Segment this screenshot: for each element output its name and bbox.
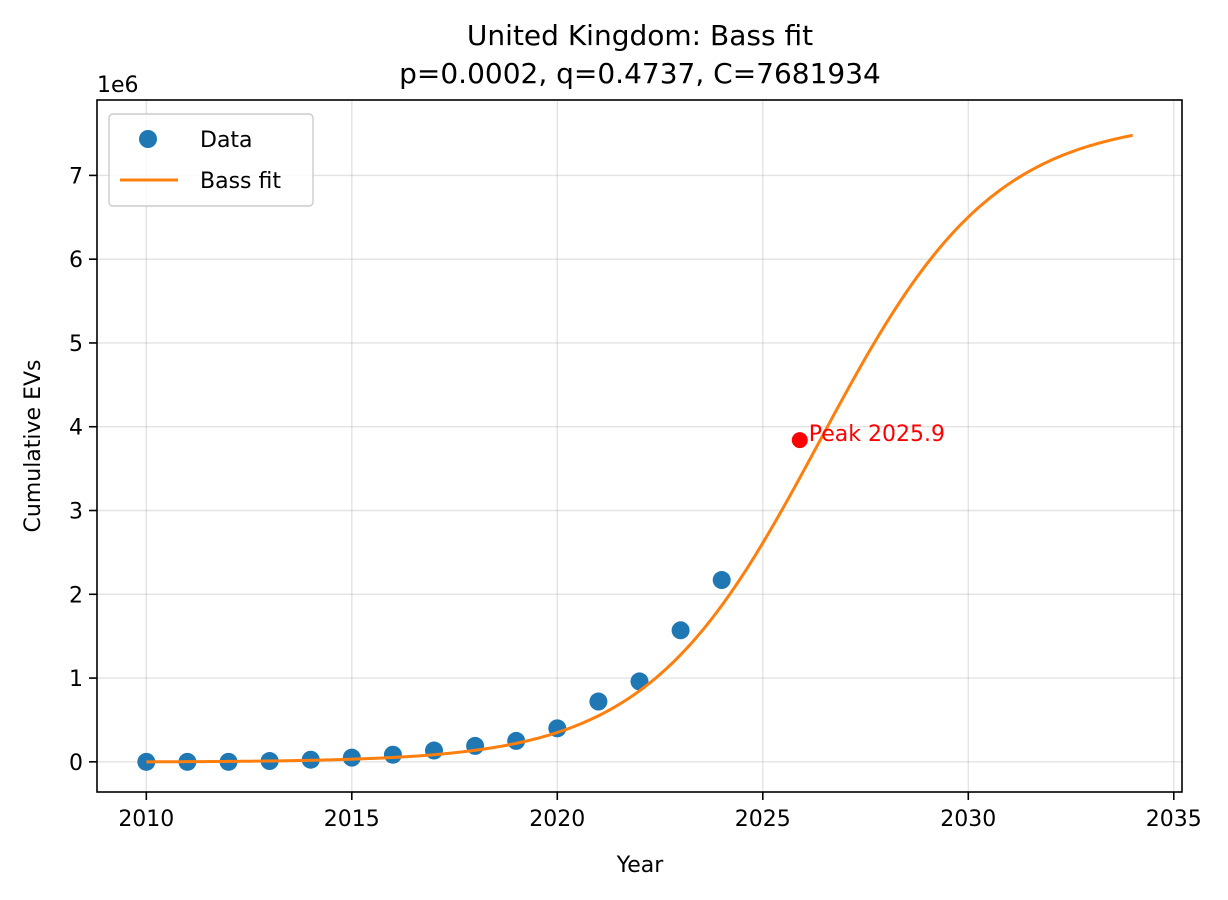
y-tick-label: 2 <box>69 583 83 608</box>
legend-bass-fit-label: Bass fit <box>200 169 281 194</box>
legend: Data Bass fit <box>108 113 314 207</box>
y-tick-label: 0 <box>69 751 83 776</box>
bass-fit-line <box>146 133 1133 764</box>
grid-lines <box>97 100 1182 792</box>
x-tick-label: 2015 <box>324 807 380 832</box>
chart-subtitle: p=0.0002, q=0.4737, C=7681934 <box>399 57 881 90</box>
x-tick-label: 2020 <box>529 807 585 832</box>
plot-frame <box>96 99 1183 793</box>
y-tick-label: 1 <box>69 667 83 692</box>
data-point <box>712 571 731 590</box>
x-tick-label: 2025 <box>735 807 791 832</box>
y-axis-ticks: 0 1 2 3 4 5 6 7 <box>69 164 97 776</box>
legend-data-marker <box>139 130 157 148</box>
data-point <box>137 752 156 771</box>
data-point <box>589 692 608 711</box>
y-tick-label: 7 <box>69 164 83 189</box>
y-tick-label: 6 <box>69 248 83 273</box>
peak-label: Peak 2025.9 <box>809 422 945 447</box>
chart-title: United Kingdom: Bass fit <box>467 19 813 52</box>
y-multiplier-label: 1e6 <box>97 73 139 98</box>
x-tick-label: 2030 <box>940 807 996 832</box>
peak-marker <box>791 432 808 449</box>
data-point <box>425 741 444 760</box>
x-tick-label: 2035 <box>1146 807 1202 832</box>
data-point <box>342 748 361 767</box>
x-axis-label: Year <box>616 853 665 878</box>
plot-data: Peak 2025.9 <box>137 133 1133 771</box>
data-point <box>383 745 402 764</box>
legend-data-label: Data <box>200 128 253 153</box>
y-tick-label: 3 <box>69 500 83 525</box>
legend-frame <box>108 113 314 207</box>
y-axis-label: Cumulative EVs <box>21 360 46 533</box>
x-axis-ticks: 2010 2015 2020 2025 2030 2035 <box>118 792 1202 832</box>
y-tick-label: 5 <box>69 332 83 357</box>
data-point <box>671 621 690 640</box>
y-tick-label: 4 <box>69 416 83 441</box>
x-tick-label: 2010 <box>118 807 174 832</box>
